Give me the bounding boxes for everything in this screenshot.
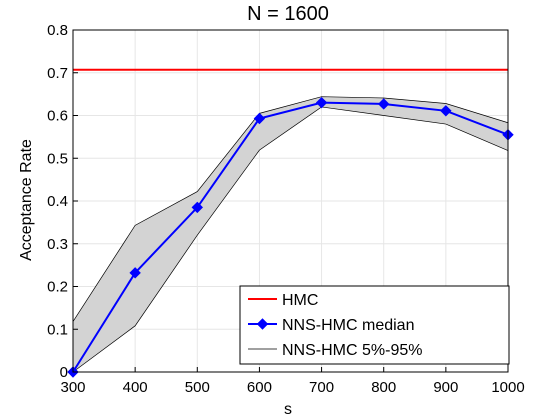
x-tick-label-700: 700 [309,379,334,396]
y-tick-label-0.7: 0.7 [47,65,68,82]
x-axis-label: s [284,401,292,418]
y-tick-label-0.2: 0.2 [47,279,68,296]
legend-marker-nns-hmc-median [256,318,269,330]
legend-label-nns-hmc-median: NNS-HMC median [282,317,414,334]
nns-hmc-median-point-700 [315,96,328,109]
x-tick-label-500: 500 [185,379,210,396]
nns-hmc-median-point-800 [378,98,390,110]
y-tick-label-0: 0 [60,364,68,381]
x-tick-label-300: 300 [60,379,85,396]
nns-hmc-band-area [73,96,508,372]
legend-label-nns-hmc-band: NNS-HMC 5%-95% [282,342,422,359]
y-axis-label: Acceptance Rate [18,139,35,261]
tick-layer: 300 400 500 600 700 800 900 1000 0 0.1 0.2 0.3 0.4 0.… [47,22,525,396]
y-tick-label-0.4: 0.4 [47,193,68,210]
nns-hmc-median-point-900 [440,105,452,117]
y-tick-label-0.5: 0.5 [47,150,68,167]
x-tick-label-900: 900 [433,379,458,396]
y-tick-label-0.8: 0.8 [47,22,68,39]
nns-hmc-median-point-500 [191,201,203,214]
y-tick-label-0.3: 0.3 [47,236,68,253]
y-tick-label-0.1: 0.1 [47,321,68,338]
nns-hmc-band-lower-line [72,106,509,373]
legend: HMC NNS-HMC median NNS-HMC 5%-95% [239,285,510,365]
chart-title: N = 1600 [247,3,329,25]
series-layer [67,68,514,378]
band-layer [72,96,509,373]
x-tick-label-600: 600 [247,379,272,396]
y-tick-label-0.6: 0.6 [47,108,68,125]
x-tick-label-1000: 1000 [491,379,524,396]
x-tick-label-400: 400 [123,379,148,396]
nns-hmc-band-upper-line [72,96,509,322]
legend-box [239,285,510,365]
nns-hmc-median-point-600 [253,112,266,125]
legend-label-hmc: HMC [282,292,318,309]
nns-hmc-median-line [72,101,509,373]
x-tick-label-800: 800 [371,379,396,396]
nns-hmc-median-point-400 [129,267,141,279]
